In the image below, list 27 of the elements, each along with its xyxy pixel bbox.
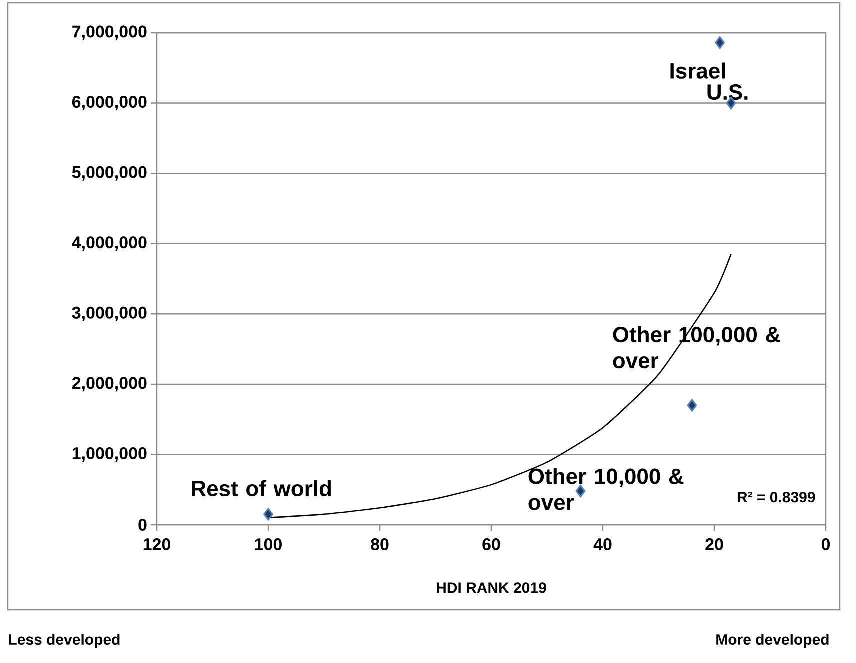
point bbox=[687, 399, 698, 412]
x-tick-label: 100 bbox=[255, 538, 282, 551]
x-axis-title: HDI RANK 2019 bbox=[437, 582, 546, 594]
annotation: Other 10,000 & over bbox=[528, 468, 684, 510]
x-tick-label: 40 bbox=[594, 538, 612, 551]
y-tick-label: 3,000,000 bbox=[72, 306, 147, 322]
point bbox=[576, 484, 586, 498]
y-tick-label: 7,000,000 bbox=[72, 26, 147, 40]
y-tick-label: 1,000,000 bbox=[72, 447, 147, 462]
point bbox=[715, 36, 725, 50]
x-tick-label: 20 bbox=[706, 538, 724, 551]
annotation: U.S. bbox=[708, 84, 748, 100]
y-tick-label: 4,000,000 bbox=[72, 236, 147, 252]
y-tick-label: 5,000,000 bbox=[72, 166, 147, 181]
annotation: R² = 0.8399 bbox=[738, 492, 816, 503]
annotation: Israel bbox=[670, 62, 726, 79]
y-tick-label: 6,000,000 bbox=[72, 96, 147, 111]
x-tick-label: 60 bbox=[482, 538, 500, 551]
y-tick-label: 0 bbox=[138, 518, 147, 532]
x-tick-label: 0 bbox=[822, 538, 830, 551]
text: Less developed bbox=[9, 634, 120, 648]
x-tick-label: 80 bbox=[371, 538, 389, 551]
x-tick-label: 120 bbox=[144, 538, 170, 551]
annotation: Rest of world bbox=[192, 480, 331, 497]
text: More developed bbox=[716, 634, 829, 648]
y-tick-label: 2,000,000 bbox=[72, 377, 147, 392]
point bbox=[264, 508, 274, 521]
